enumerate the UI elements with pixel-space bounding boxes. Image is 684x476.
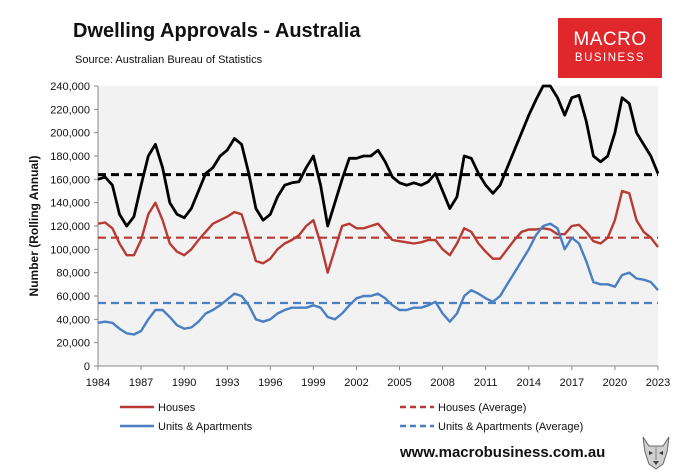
logo-line-2: BUSINESS bbox=[574, 52, 646, 64]
y-axis-label: Number (Rolling Annual) bbox=[27, 156, 41, 297]
legend-label-houses-average: Houses (Average) bbox=[438, 402, 526, 414]
y-tick-label: 220,000 bbox=[50, 104, 90, 116]
x-tick-label: 2017 bbox=[560, 377, 584, 389]
y-tick-label: 200,000 bbox=[50, 128, 90, 140]
units-apartments-line bbox=[97, 222, 659, 336]
x-tick-label: 2023 bbox=[646, 377, 670, 389]
y-tick-label: 60,000 bbox=[56, 291, 90, 303]
x-tick-label: 2014 bbox=[517, 377, 541, 389]
y-tick-label: 0 bbox=[84, 361, 90, 373]
x-tick-label: 2011 bbox=[474, 377, 498, 389]
footer-url[interactable]: www.macrobusiness.com.au bbox=[400, 444, 606, 461]
x-tick-label: 1990 bbox=[172, 377, 196, 389]
x-tick-label: 1984 bbox=[86, 377, 110, 389]
legend-label-units-apartments-average: Units & Apartments (Average) bbox=[438, 421, 583, 433]
x-tick-label: 1993 bbox=[215, 377, 239, 389]
x-tick-label: 1999 bbox=[301, 377, 325, 389]
chart-source: Source: Australian Bureau of Statistics bbox=[75, 54, 263, 66]
legend-label-houses: Houses bbox=[158, 402, 196, 414]
x-tick-label: 2005 bbox=[387, 377, 411, 389]
plot-area bbox=[98, 86, 658, 366]
y-tick-label: 240,000 bbox=[50, 81, 90, 93]
y-tick-label: 100,000 bbox=[50, 244, 90, 256]
y-tick-label: 120,000 bbox=[50, 221, 90, 233]
total-line bbox=[97, 84, 660, 228]
x-tick-label: 1996 bbox=[258, 377, 282, 389]
houses-line bbox=[97, 189, 659, 274]
x-tick-label: 1987 bbox=[129, 377, 153, 389]
chart-title: Dwelling Approvals - Australia bbox=[73, 20, 361, 42]
x-tick-label: 2020 bbox=[603, 377, 627, 389]
y-tick-label: 140,000 bbox=[50, 198, 90, 210]
x-tick-label: 2008 bbox=[430, 377, 454, 389]
x-tick-label: 2002 bbox=[344, 377, 368, 389]
macrobusiness-logo: MACRO BUSINESS bbox=[558, 18, 662, 78]
y-tick-label: 160,000 bbox=[50, 174, 90, 186]
y-tick-label: 180,000 bbox=[50, 151, 90, 163]
y-tick-label: 80,000 bbox=[56, 268, 90, 280]
y-tick-label: 40,000 bbox=[56, 314, 90, 326]
wolf-icon bbox=[642, 436, 670, 470]
y-tick-label: 20,000 bbox=[56, 338, 90, 350]
logo-line-1: MACRO bbox=[573, 29, 647, 50]
legend-label-units-apartments: Units & Apartments bbox=[158, 421, 253, 433]
